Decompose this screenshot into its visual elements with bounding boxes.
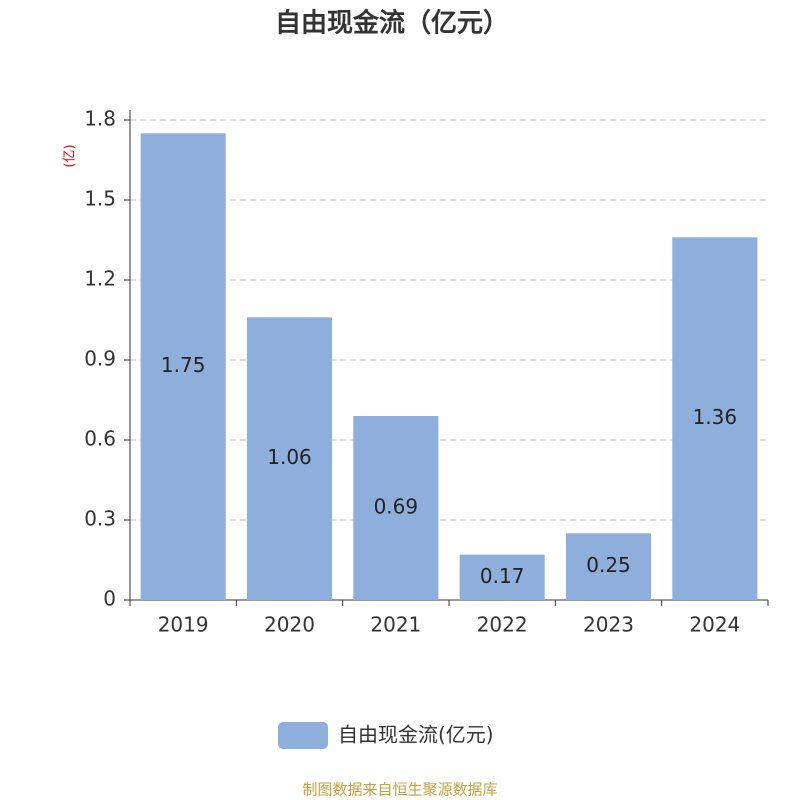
data-label: 0.25 (586, 553, 631, 577)
data-label: 1.06 (267, 445, 312, 469)
data-label: 1.36 (693, 405, 738, 429)
legend-swatch (278, 722, 328, 749)
bar (459, 554, 545, 600)
bar (246, 317, 333, 600)
bar (353, 416, 439, 600)
bar (672, 237, 758, 601)
y-tick-label: 0 (103, 587, 116, 611)
y-tick-label: 0.3 (84, 507, 116, 531)
bar (140, 133, 226, 601)
data-label: 0.69 (374, 495, 419, 519)
legend-label: 自由现金流(亿元) (338, 723, 494, 747)
y-tick-label: 1.5 (84, 187, 116, 211)
chart-title: 自由现金流（亿元） (275, 8, 509, 39)
data-label: 0.17 (480, 564, 525, 588)
data-label: 1.75 (161, 353, 206, 377)
x-tick-label: 2021 (370, 613, 421, 637)
y-tick-label: 0.9 (84, 347, 116, 371)
y-axis-label: (亿) (63, 144, 78, 167)
x-tick-label: 2022 (477, 613, 528, 637)
bar (565, 533, 652, 600)
x-tick-label: 2020 (264, 613, 315, 637)
y-tick-label: 0.6 (84, 427, 116, 451)
y-tick-label: 1.2 (84, 267, 116, 291)
source-note: 制图数据来自恒生聚源数据库 (302, 781, 497, 799)
x-tick-label: 2019 (158, 613, 209, 637)
x-tick-label: 2023 (583, 613, 634, 637)
y-tick-label: 1.8 (84, 107, 116, 131)
x-tick-label: 2024 (689, 613, 740, 637)
